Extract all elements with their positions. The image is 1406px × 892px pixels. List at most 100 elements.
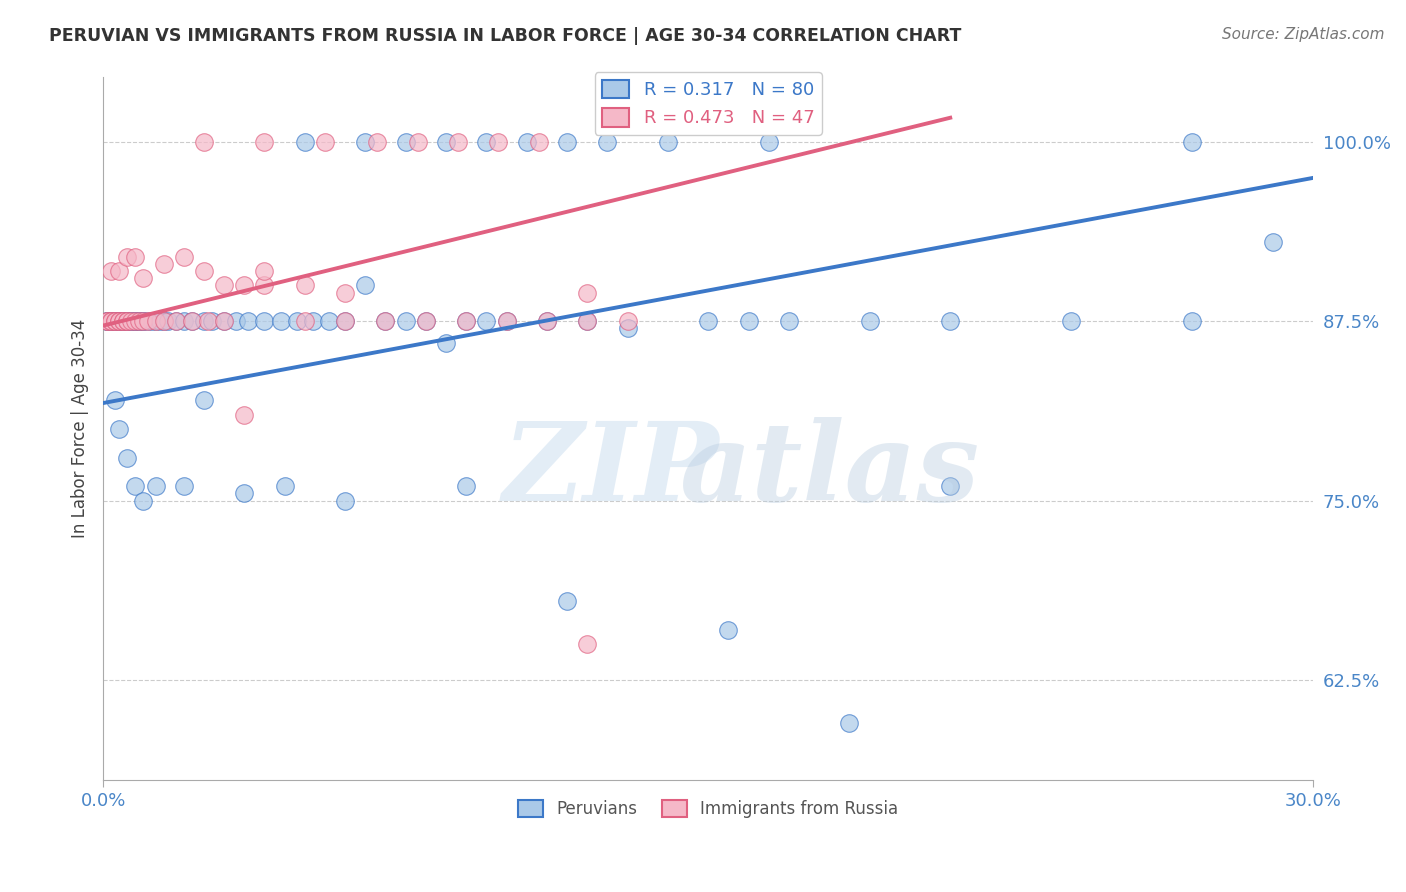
Point [270,314,292,328]
Point [536,314,558,328]
Point [596,135,619,149]
Point [112,314,135,328]
Point [616,321,638,335]
Point [112,314,135,328]
Point [112,314,135,328]
Point [128,314,150,328]
Point [132,314,155,328]
Point [838,715,860,730]
Point [536,314,558,328]
Point [108,314,131,328]
Point [132,271,155,285]
Point [233,408,256,422]
Point [697,314,720,328]
Point [120,314,142,328]
Point [132,314,155,328]
Point [758,135,780,149]
Point [212,314,235,328]
Point [1181,135,1204,149]
Point [124,479,146,493]
Point [100,314,122,328]
Point [576,314,599,328]
Point [415,314,437,328]
Legend: Peruvians, Immigrants from Russia: Peruvians, Immigrants from Russia [512,793,905,825]
Point [434,135,457,149]
Point [152,314,174,328]
Point [456,314,478,328]
Point [253,135,276,149]
Point [212,314,235,328]
Point [406,135,429,149]
Point [555,135,578,149]
Point [576,637,599,651]
Point [778,314,800,328]
Point [112,314,135,328]
Point [285,314,308,328]
Point [108,314,131,328]
Point [136,314,159,328]
Point [96,314,118,328]
Point [96,314,118,328]
Point [495,314,517,328]
Point [112,314,135,328]
Point [149,314,172,328]
Point [233,486,256,500]
Point [124,314,146,328]
Point [858,314,880,328]
Point [273,479,295,493]
Point [165,314,187,328]
Point [100,314,122,328]
Point [456,314,478,328]
Point [395,314,418,328]
Point [136,314,159,328]
Point [132,314,155,328]
Point [117,314,139,328]
Point [100,314,122,328]
Point [193,135,215,149]
Point [117,314,139,328]
Point [132,493,155,508]
Point [456,479,478,493]
Point [415,314,437,328]
Point [253,314,276,328]
Point [294,135,316,149]
Point [1060,314,1083,328]
Point [1181,314,1204,328]
Point [193,393,215,408]
Point [104,314,127,328]
Point [447,135,470,149]
Point [180,314,202,328]
Point [1261,235,1284,250]
Point [124,314,146,328]
Point [294,314,316,328]
Point [527,135,550,149]
Point [120,314,142,328]
Point [294,278,316,293]
Point [108,314,131,328]
Point [100,264,122,278]
Point [576,285,599,300]
Point [495,314,517,328]
Point [434,335,457,350]
Point [576,314,599,328]
Point [173,479,195,493]
Point [488,135,510,149]
Point [333,314,356,328]
Text: PERUVIAN VS IMMIGRANTS FROM RUSSIA IN LABOR FORCE | AGE 30-34 CORRELATION CHART: PERUVIAN VS IMMIGRANTS FROM RUSSIA IN LA… [49,27,962,45]
Point [233,278,256,293]
Point [100,314,122,328]
Y-axis label: In Labor Force | Age 30-34: In Labor Force | Age 30-34 [72,319,89,539]
Point [104,314,127,328]
Point [117,314,139,328]
Point [354,135,377,149]
Point [96,314,118,328]
Point [120,314,142,328]
Point [180,314,202,328]
Point [117,314,139,328]
Point [302,314,325,328]
Point [152,314,174,328]
Point [100,314,122,328]
Point [145,314,167,328]
Point [253,278,276,293]
Point [96,314,118,328]
